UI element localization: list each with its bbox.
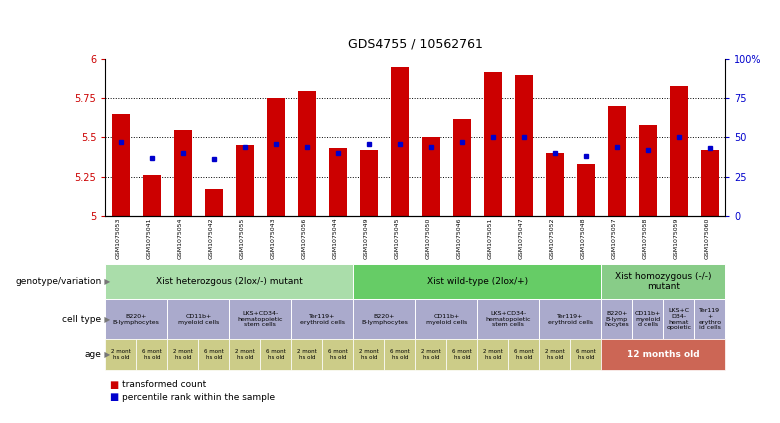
Text: GSM1075060: GSM1075060 bbox=[705, 218, 710, 259]
Text: 6 mont
hs old: 6 mont hs old bbox=[576, 349, 596, 360]
Text: 2 mont
hs old: 2 mont hs old bbox=[235, 349, 255, 360]
Text: 2 mont
hs old: 2 mont hs old bbox=[297, 349, 317, 360]
Text: B220+
B-lymphocytes: B220+ B-lymphocytes bbox=[361, 314, 408, 324]
Text: LKS+CD34-
hematopoietic
stem cells: LKS+CD34- hematopoietic stem cells bbox=[486, 311, 531, 327]
Bar bbox=[639, 125, 658, 216]
Text: GSM1075058: GSM1075058 bbox=[643, 218, 648, 259]
Text: ▶: ▶ bbox=[102, 277, 111, 286]
Text: 2 mont
hs old: 2 mont hs old bbox=[421, 349, 441, 360]
Bar bbox=[143, 175, 161, 216]
Text: GSM1075048: GSM1075048 bbox=[581, 218, 586, 259]
Text: CD11b+
myeloid
d cells: CD11b+ myeloid d cells bbox=[635, 311, 661, 327]
Text: GSM1075046: GSM1075046 bbox=[457, 218, 462, 259]
Text: GSM1075054: GSM1075054 bbox=[178, 218, 183, 259]
Text: ■: ■ bbox=[109, 379, 119, 390]
Text: GSM1075055: GSM1075055 bbox=[239, 218, 245, 259]
Text: 6 mont
hs old: 6 mont hs old bbox=[204, 349, 224, 360]
Text: GSM1075044: GSM1075044 bbox=[333, 218, 338, 259]
Text: 2 mont
hs old: 2 mont hs old bbox=[545, 349, 565, 360]
Text: Ter119
+
erythro
id cells: Ter119 + erythro id cells bbox=[698, 308, 722, 330]
Text: LKS+C
D34-
hemat
opoietic: LKS+C D34- hemat opoietic bbox=[666, 308, 691, 330]
Text: LKS+CD34-
hematopoietic
stem cells: LKS+CD34- hematopoietic stem cells bbox=[238, 311, 283, 327]
Text: 12 months old: 12 months old bbox=[627, 350, 700, 359]
Text: GSM1075050: GSM1075050 bbox=[426, 218, 431, 259]
Text: Ter119+
erythroid cells: Ter119+ erythroid cells bbox=[300, 314, 345, 324]
Text: 6 mont
hs old: 6 mont hs old bbox=[328, 349, 348, 360]
Text: Xist heterozgous (2lox/-) mutant: Xist heterozgous (2lox/-) mutant bbox=[156, 277, 303, 286]
Text: age: age bbox=[84, 350, 101, 359]
Bar bbox=[669, 86, 688, 216]
Bar bbox=[360, 150, 378, 216]
Bar bbox=[236, 146, 254, 216]
Text: GSM1075041: GSM1075041 bbox=[147, 218, 152, 259]
Text: GSM1075045: GSM1075045 bbox=[395, 218, 400, 259]
Bar bbox=[421, 137, 440, 216]
Text: genotype/variation: genotype/variation bbox=[15, 277, 101, 286]
Bar bbox=[112, 114, 130, 216]
Text: GSM1075052: GSM1075052 bbox=[550, 218, 555, 259]
Bar bbox=[173, 130, 192, 216]
Bar bbox=[576, 164, 595, 216]
Text: ▶: ▶ bbox=[102, 350, 111, 359]
Text: 2 mont
hs old: 2 mont hs old bbox=[483, 349, 503, 360]
Text: 6 mont
hs old: 6 mont hs old bbox=[514, 349, 534, 360]
Text: ▶: ▶ bbox=[102, 315, 111, 324]
Text: GSM1075053: GSM1075053 bbox=[115, 218, 121, 259]
Text: GDS4755 / 10562761: GDS4755 / 10562761 bbox=[348, 38, 483, 51]
Text: 6 mont
hs old: 6 mont hs old bbox=[390, 349, 410, 360]
Bar bbox=[700, 150, 719, 216]
Text: cell type: cell type bbox=[62, 315, 101, 324]
Text: 2 mont
hs old: 2 mont hs old bbox=[111, 349, 131, 360]
Text: B220+
B-lymp
hocytes: B220+ B-lymp hocytes bbox=[604, 311, 629, 327]
Text: GSM1075051: GSM1075051 bbox=[488, 218, 493, 259]
Text: CD11b+
myeloid cells: CD11b+ myeloid cells bbox=[426, 314, 467, 324]
Text: Ter119+
erythroid cells: Ter119+ erythroid cells bbox=[548, 314, 593, 324]
Bar bbox=[328, 148, 347, 216]
Bar bbox=[452, 119, 471, 216]
Bar bbox=[204, 189, 223, 216]
Bar bbox=[515, 75, 534, 216]
Text: ■: ■ bbox=[109, 392, 119, 402]
Text: 6 mont
hs old: 6 mont hs old bbox=[266, 349, 285, 360]
Text: GSM1075043: GSM1075043 bbox=[271, 218, 276, 259]
Text: GSM1075057: GSM1075057 bbox=[612, 218, 617, 259]
Bar bbox=[545, 153, 564, 216]
Bar bbox=[267, 99, 285, 216]
Bar bbox=[484, 72, 502, 216]
Text: GSM1075059: GSM1075059 bbox=[674, 218, 679, 259]
Text: Xist wild-type (2lox/+): Xist wild-type (2lox/+) bbox=[427, 277, 528, 286]
Text: GSM1075049: GSM1075049 bbox=[363, 218, 369, 259]
Text: percentile rank within the sample: percentile rank within the sample bbox=[122, 393, 275, 402]
Bar bbox=[297, 91, 316, 216]
Bar bbox=[391, 67, 410, 216]
Text: 2 mont
hs old: 2 mont hs old bbox=[359, 349, 379, 360]
Text: 6 mont
hs old: 6 mont hs old bbox=[452, 349, 472, 360]
Text: B220+
B-lymphocytes: B220+ B-lymphocytes bbox=[113, 314, 160, 324]
Text: GSM1075056: GSM1075056 bbox=[302, 218, 307, 259]
Text: Xist homozygous (-/-)
mutant: Xist homozygous (-/-) mutant bbox=[615, 272, 711, 291]
Text: GSM1075042: GSM1075042 bbox=[209, 218, 214, 259]
Text: 2 mont
hs old: 2 mont hs old bbox=[173, 349, 193, 360]
Bar bbox=[608, 106, 626, 216]
Text: 6 mont
hs old: 6 mont hs old bbox=[142, 349, 161, 360]
Text: GSM1075047: GSM1075047 bbox=[519, 218, 524, 259]
Text: CD11b+
myeloid cells: CD11b+ myeloid cells bbox=[178, 314, 219, 324]
Text: transformed count: transformed count bbox=[122, 380, 206, 389]
